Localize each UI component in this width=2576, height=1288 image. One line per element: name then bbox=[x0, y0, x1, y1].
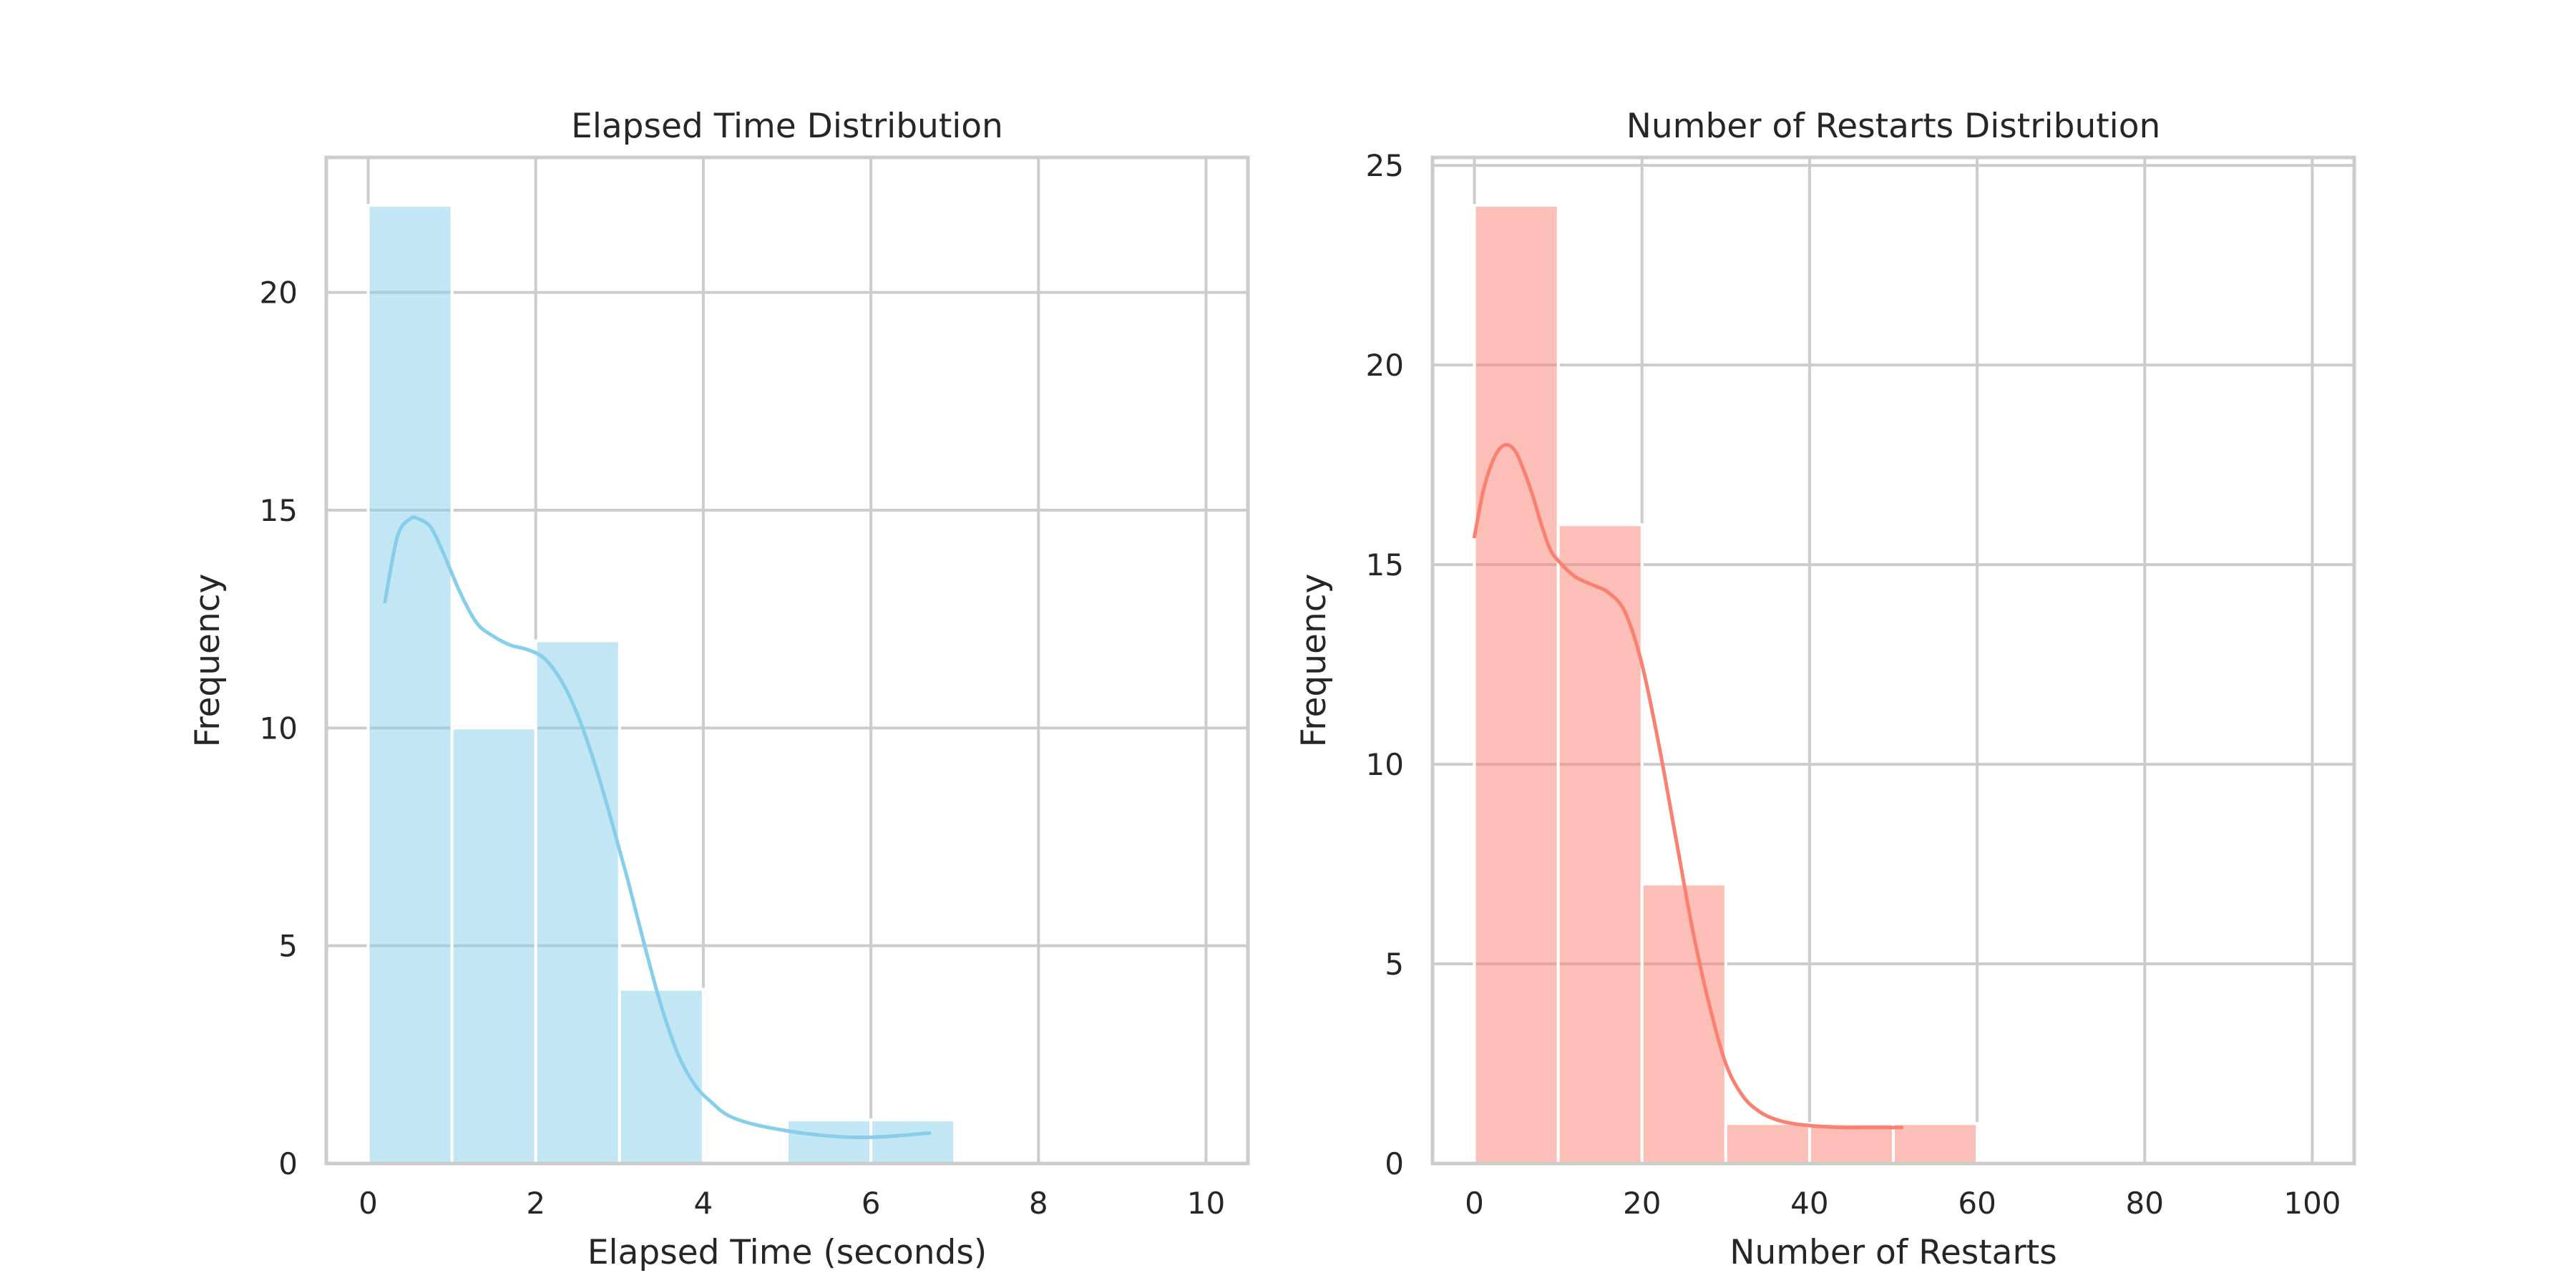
restarts-ytick-label: 15 bbox=[1366, 547, 1404, 582]
elapsed-time-xtick-label: 10 bbox=[1187, 1186, 1225, 1221]
restarts-title: Number of Restarts Distribution bbox=[1626, 107, 2161, 146]
elapsed-time-ytick-label: 5 bbox=[278, 929, 298, 964]
restarts-xtick-label: 40 bbox=[1790, 1186, 1828, 1221]
restarts-ylabel: Frequency bbox=[1294, 574, 1334, 748]
elapsed-time-ytick-label: 20 bbox=[260, 275, 298, 311]
restarts-ytick-label: 5 bbox=[1385, 947, 1404, 982]
restarts-kde-curve bbox=[1473, 442, 1904, 1130]
restarts-xtick-label: 80 bbox=[2126, 1186, 2164, 1221]
restarts-xlabel: Number of Restarts bbox=[1729, 1233, 2057, 1272]
restarts-histogram-bar bbox=[1556, 523, 1644, 1165]
elapsed-time-histogram-bar bbox=[869, 1118, 957, 1165]
elapsed-time-histogram-bar bbox=[534, 639, 621, 1165]
elapsed-time-histogram-bar bbox=[450, 726, 537, 1165]
elapsed-time-xtick-label: 2 bbox=[526, 1186, 545, 1221]
elapsed-time-xlabel: Elapsed Time (seconds) bbox=[587, 1233, 987, 1272]
restarts-ytick-label: 0 bbox=[1385, 1146, 1404, 1181]
elapsed-time-histogram-bar bbox=[366, 203, 454, 1165]
elapsed-time-ylabel: Frequency bbox=[188, 574, 228, 748]
restarts-histogram-bar bbox=[1892, 1122, 1979, 1165]
elapsed-time-histogram-bar bbox=[786, 1118, 873, 1165]
elapsed-time-xtick-label: 8 bbox=[1029, 1186, 1048, 1221]
elapsed-time-xtick-label: 0 bbox=[358, 1186, 378, 1221]
restarts-xtick-label: 60 bbox=[1958, 1186, 1996, 1221]
elapsed-time-xtick-label: 4 bbox=[694, 1186, 713, 1221]
elapsed-time-ytick-label: 10 bbox=[260, 711, 298, 746]
restarts-xtick-label: 20 bbox=[1623, 1186, 1661, 1221]
elapsed-time-kde-curve bbox=[383, 515, 932, 1140]
elapsed-time-ytick-label: 0 bbox=[278, 1146, 298, 1181]
elapsed-time-title: Elapsed Time Distribution bbox=[571, 107, 1003, 146]
elapsed-time-xtick-label: 6 bbox=[862, 1186, 881, 1221]
restarts-histogram-bar bbox=[1807, 1122, 1896, 1165]
restarts-bars bbox=[1473, 203, 1979, 1165]
restarts-histogram-bar bbox=[1724, 1122, 1811, 1165]
restarts-axes-frame bbox=[1430, 155, 2356, 1166]
restarts-histogram-bar bbox=[1473, 203, 1560, 1165]
restarts-xtick-label: 100 bbox=[2283, 1186, 2341, 1221]
restarts-ytick-label: 20 bbox=[1366, 348, 1404, 383]
elapsed-time-bars bbox=[366, 203, 957, 1165]
elapsed-time-ytick-label: 15 bbox=[260, 493, 298, 528]
restarts-xtick-label: 0 bbox=[1465, 1186, 1484, 1221]
elapsed-time-panel: Elapsed Time Distribution Elapsed Time (… bbox=[188, 107, 1250, 1272]
elapsed-time-axes-frame bbox=[324, 155, 1250, 1166]
restarts-ytick-label: 10 bbox=[1366, 747, 1404, 782]
restarts-panel: Number of Restarts Distribution Number o… bbox=[1294, 107, 2356, 1272]
restarts-ytick-label: 25 bbox=[1366, 148, 1404, 183]
